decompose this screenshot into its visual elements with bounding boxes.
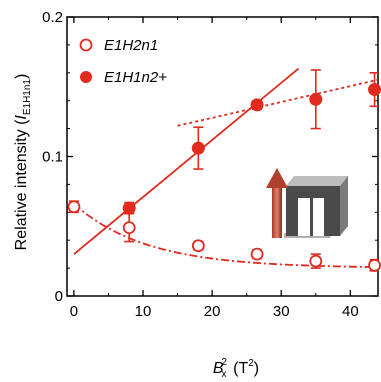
x-tick-label: 20 bbox=[204, 303, 221, 320]
x-tick-label: 10 bbox=[135, 303, 152, 320]
fit-line-solid bbox=[73, 67, 300, 255]
fit-lines bbox=[73, 67, 378, 269]
legend-item-e1h1n2: E1H1n2+ bbox=[80, 69, 167, 86]
data-point-filled bbox=[122, 201, 136, 215]
data-point-filled bbox=[250, 98, 264, 112]
axis-ticks: 0 10 20 30 40 0 0.1 0.2 bbox=[42, 9, 378, 320]
x-axis-title: Bx2 (T2) bbox=[213, 357, 259, 380]
magnetic-field-device-icon bbox=[266, 168, 348, 238]
data-point-open bbox=[67, 200, 81, 214]
data-point-filled bbox=[309, 92, 323, 106]
legend: E1H2n1 E1H1n2+ bbox=[79, 37, 167, 86]
data-point-filled bbox=[368, 83, 381, 97]
x-tick-label: 0 bbox=[70, 303, 78, 320]
data-point-open bbox=[250, 247, 264, 261]
x-tick-label: 30 bbox=[273, 303, 290, 320]
error-bars bbox=[68, 69, 378, 272]
y-tick-label: 0.1 bbox=[42, 149, 63, 166]
legend-item-e1h2n1: E1H2n1 bbox=[79, 37, 158, 54]
data-point-open bbox=[122, 221, 136, 235]
fit-line-dotted bbox=[177, 78, 378, 127]
y-tick-label: 0 bbox=[55, 288, 63, 305]
data-point-open bbox=[368, 258, 381, 272]
legend-marker-filled-circle bbox=[80, 71, 92, 83]
legend-label: E1H2n1 bbox=[104, 37, 158, 54]
x-tick-label: 40 bbox=[342, 303, 359, 320]
data-point-filled bbox=[191, 141, 205, 155]
legend-marker-open-circle bbox=[79, 38, 93, 52]
fit-line-dash-dot bbox=[73, 203, 378, 269]
y-tick-label: 0.2 bbox=[42, 9, 63, 26]
data-point-open bbox=[191, 239, 205, 253]
y-axis-title: Relative intensity (IE1H1n1) bbox=[13, 74, 33, 251]
data-point-open bbox=[309, 254, 323, 268]
legend-label: E1H1n2+ bbox=[104, 69, 167, 86]
data-markers bbox=[67, 83, 381, 272]
plot-frame bbox=[66, 16, 379, 297]
